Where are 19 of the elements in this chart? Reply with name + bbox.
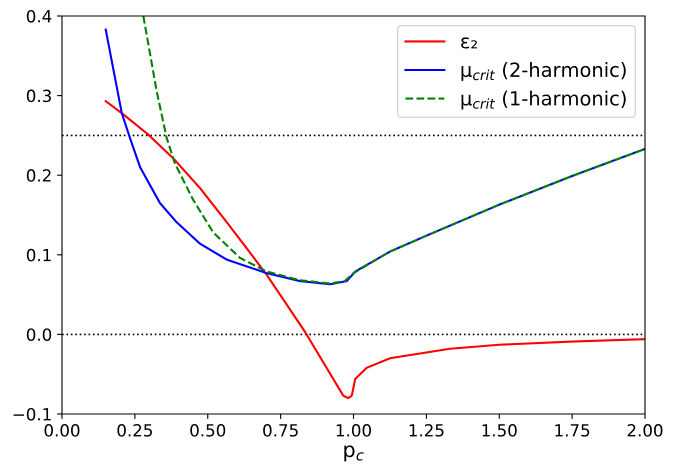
- legend-label: μ$_{crit}$ (2-harmonic): [462, 62, 626, 81]
- x-tick-label: 0.25: [117, 424, 152, 437]
- legend-label: ε₂: [461, 37, 477, 49]
- x-tick-label: 0.00: [44, 424, 80, 437]
- x-tick-label: 1.50: [482, 424, 517, 437]
- y-tick-label: 0.3: [26, 90, 51, 102]
- y-tick-label: 0.1: [26, 248, 51, 262]
- x-tick-label: 0.50: [190, 424, 226, 437]
- y-tick-label: 0.2: [26, 169, 51, 182]
- legend-label: μ$_{crit}$ (1-harmonic): [462, 90, 626, 110]
- y-tick-label: 0.0: [26, 328, 52, 341]
- x-tick-label: 1.75: [555, 424, 590, 437]
- y-tick-label: 0.4: [26, 10, 52, 23]
- x-tick-label: 2.00: [628, 424, 662, 437]
- x-tick-label: 1.00: [336, 424, 371, 437]
- y-tick-label: −0.1: [14, 408, 51, 421]
- x-tick-label: 1.25: [410, 424, 444, 437]
- x-tick-label: 0.75: [263, 424, 298, 437]
- x-axis-title: p$_{c}$: [344, 445, 364, 462]
